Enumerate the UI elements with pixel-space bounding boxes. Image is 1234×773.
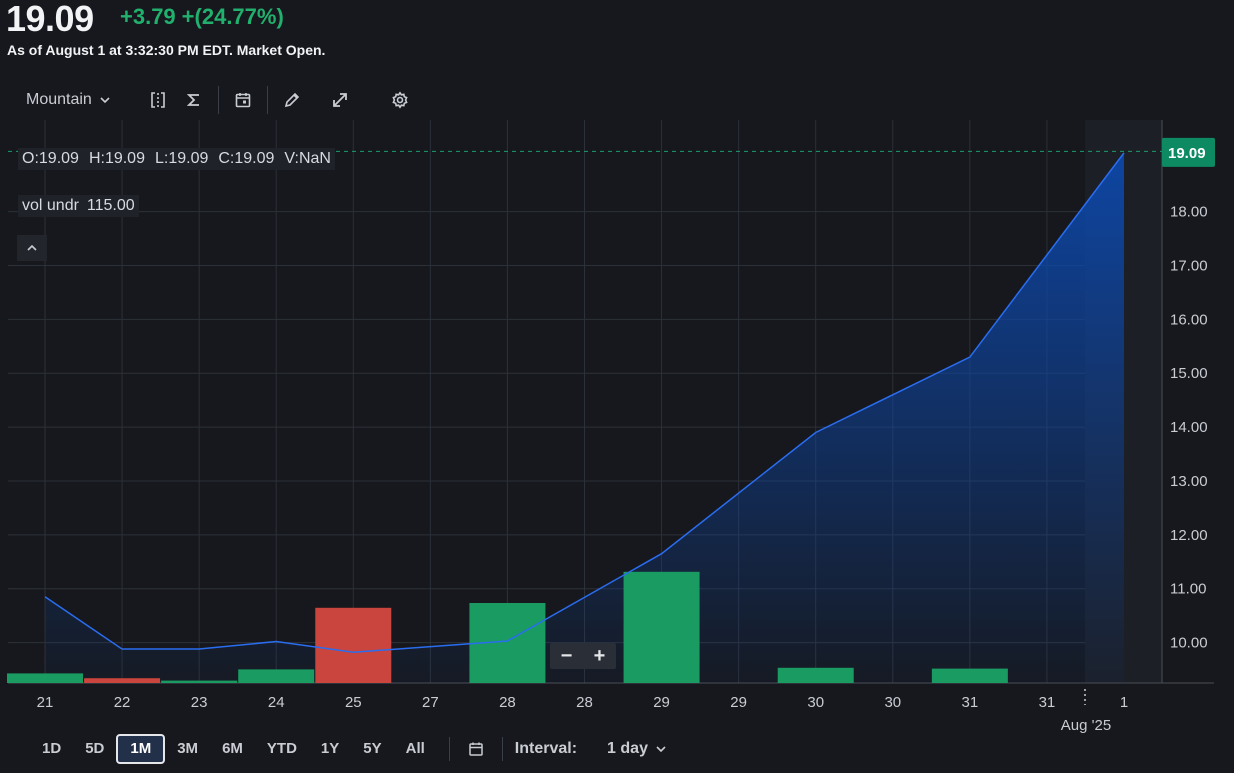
volume-bar xyxy=(623,571,700,683)
range-button-all[interactable]: All xyxy=(405,740,425,757)
compare-icon xyxy=(151,92,165,108)
last-price-tag xyxy=(1162,137,1215,167)
expand-icon xyxy=(332,93,347,107)
ohlc-volume: V:NaN xyxy=(284,150,331,167)
calendar-icon xyxy=(469,742,483,756)
x-tick-label: 27 xyxy=(422,694,439,711)
zoom-out-button[interactable]: − xyxy=(560,645,573,667)
x-tick-label: 23 xyxy=(191,694,208,711)
change-percent: +(24.77%) xyxy=(181,4,284,29)
volume-bar xyxy=(84,678,161,683)
chevron-down-icon xyxy=(100,97,110,104)
volume-bar xyxy=(777,667,854,683)
volume-legend[interactable]: vol undr 115.00 xyxy=(18,195,139,217)
settings-gear-icon xyxy=(392,91,408,109)
ohlc-legend: O:19.09 H:19.09 L:19.09 C:19.09 V:NaN xyxy=(18,148,335,170)
date-range-button[interactable] xyxy=(462,733,490,765)
range-button-1m[interactable]: 1M xyxy=(116,734,166,764)
x-tick-label: 22 xyxy=(114,694,131,711)
chart-type-dropdown[interactable]: Mountain xyxy=(18,84,118,116)
range-buttons: 1D 5D 1M 3M 6M YTD 1Y 5Y All xyxy=(30,734,437,764)
y-tick-label: 14.00 xyxy=(1170,419,1208,436)
as-of-timestamp: As of August 1 at 3:32:30 PM EDT. Market… xyxy=(7,42,326,58)
x-tick-label: 24 xyxy=(268,694,285,711)
price-chart[interactable]: 10.00 11.00 12.00 13.00 14.00 15.00 16.00 17.00… xyxy=(0,120,1234,740)
zoom-controls: − + xyxy=(550,643,616,669)
change-value: +3.79 xyxy=(120,4,176,29)
y-tick-label: 16.00 xyxy=(1170,311,1208,328)
x-tick-label: 28 xyxy=(499,694,516,711)
range-button-6m[interactable]: 6M xyxy=(222,740,243,757)
range-button-1d[interactable]: 1D xyxy=(42,740,62,757)
x-tick-label: 25 xyxy=(345,694,362,711)
range-divider xyxy=(501,737,503,761)
range-button-3m[interactable]: 3M xyxy=(177,740,199,757)
chevron-up-icon xyxy=(27,244,37,251)
range-divider xyxy=(448,737,450,761)
indicators-button[interactable] xyxy=(176,84,212,116)
chevron-down-icon xyxy=(656,746,666,753)
interval-value: 1 day xyxy=(607,740,648,757)
last-price-label: 19.09 xyxy=(1168,145,1206,162)
volume-bar xyxy=(238,669,315,683)
draw-pencil-icon xyxy=(284,92,299,108)
x-tick-label: 21 xyxy=(37,694,54,711)
volume-bar xyxy=(7,673,83,683)
range-button-ytd[interactable]: YTD xyxy=(266,740,297,757)
x-tick-label: 30 xyxy=(807,694,824,711)
price-area xyxy=(45,152,1124,683)
ohlc-close: C:19.09 xyxy=(218,150,275,167)
interval-dropdown[interactable]: 1 day xyxy=(607,740,666,758)
ohlc-low: L:19.09 xyxy=(154,150,209,167)
current-price: 19.09 xyxy=(6,0,94,39)
volume-bar xyxy=(161,680,238,683)
range-button-1y[interactable]: 1Y xyxy=(320,740,340,757)
x-tick-label: 31 xyxy=(962,694,979,711)
volume-label: vol undr xyxy=(22,197,79,214)
x-tick-label: 29 xyxy=(730,694,747,711)
events-button[interactable] xyxy=(225,84,261,116)
x-tick-label: 1 xyxy=(1120,694,1128,711)
range-button-5y[interactable]: 5Y xyxy=(363,740,382,757)
x-tick-label: 31 xyxy=(1039,694,1056,711)
x-secondary-label: Aug '25 xyxy=(1061,717,1111,734)
compare-button[interactable] xyxy=(140,84,176,116)
y-tick-label: 15.00 xyxy=(1170,365,1208,382)
chart-type-label: Mountain xyxy=(26,91,92,108)
toolbar-divider xyxy=(217,86,219,114)
price-change: +3.79 +(24.77%) xyxy=(120,4,290,30)
settings-button[interactable] xyxy=(382,84,418,116)
y-tick-label: 17.00 xyxy=(1170,257,1208,274)
toolbar-divider xyxy=(266,86,268,114)
range-button-5d[interactable]: 5D xyxy=(85,740,105,757)
interval-label: Interval: xyxy=(514,740,578,757)
events-calendar-icon xyxy=(235,93,251,108)
expand-button[interactable] xyxy=(322,84,358,116)
draw-button[interactable] xyxy=(274,84,310,116)
y-tick-label: 11.00 xyxy=(1170,581,1206,598)
y-tick-label: 18.00 xyxy=(1170,204,1208,221)
x-tick-label: 30 xyxy=(884,694,901,711)
ohlc-open: O:19.09 xyxy=(22,150,79,167)
chart-canvas[interactable]: 10.00 11.00 12.00 13.00 14.00 15.00 16.00 17.00… xyxy=(0,120,1234,740)
y-tick-label: 10.00 xyxy=(1170,635,1208,652)
collapse-legend-button[interactable] xyxy=(17,235,47,261)
volume-bar xyxy=(315,607,392,683)
y-tick-label: 13.00 xyxy=(1170,473,1208,490)
chart-toolbar: Mountain xyxy=(18,84,418,116)
price-line xyxy=(44,152,1125,654)
x-tick-label: 29 xyxy=(653,694,670,711)
zoom-in-button[interactable]: + xyxy=(593,645,606,667)
range-selector: 1D 5D 1M 3M 6M YTD 1Y 5Y All Interval: 1 day xyxy=(30,734,666,764)
volume-value: 115.00 xyxy=(86,197,135,214)
volume-bar xyxy=(931,668,1008,683)
y-tick-label: 12.00 xyxy=(1170,527,1208,544)
x-tick-label: 28 xyxy=(576,694,593,711)
indicators-icon xyxy=(186,94,199,106)
ohlc-high: H:19.09 xyxy=(88,150,145,167)
